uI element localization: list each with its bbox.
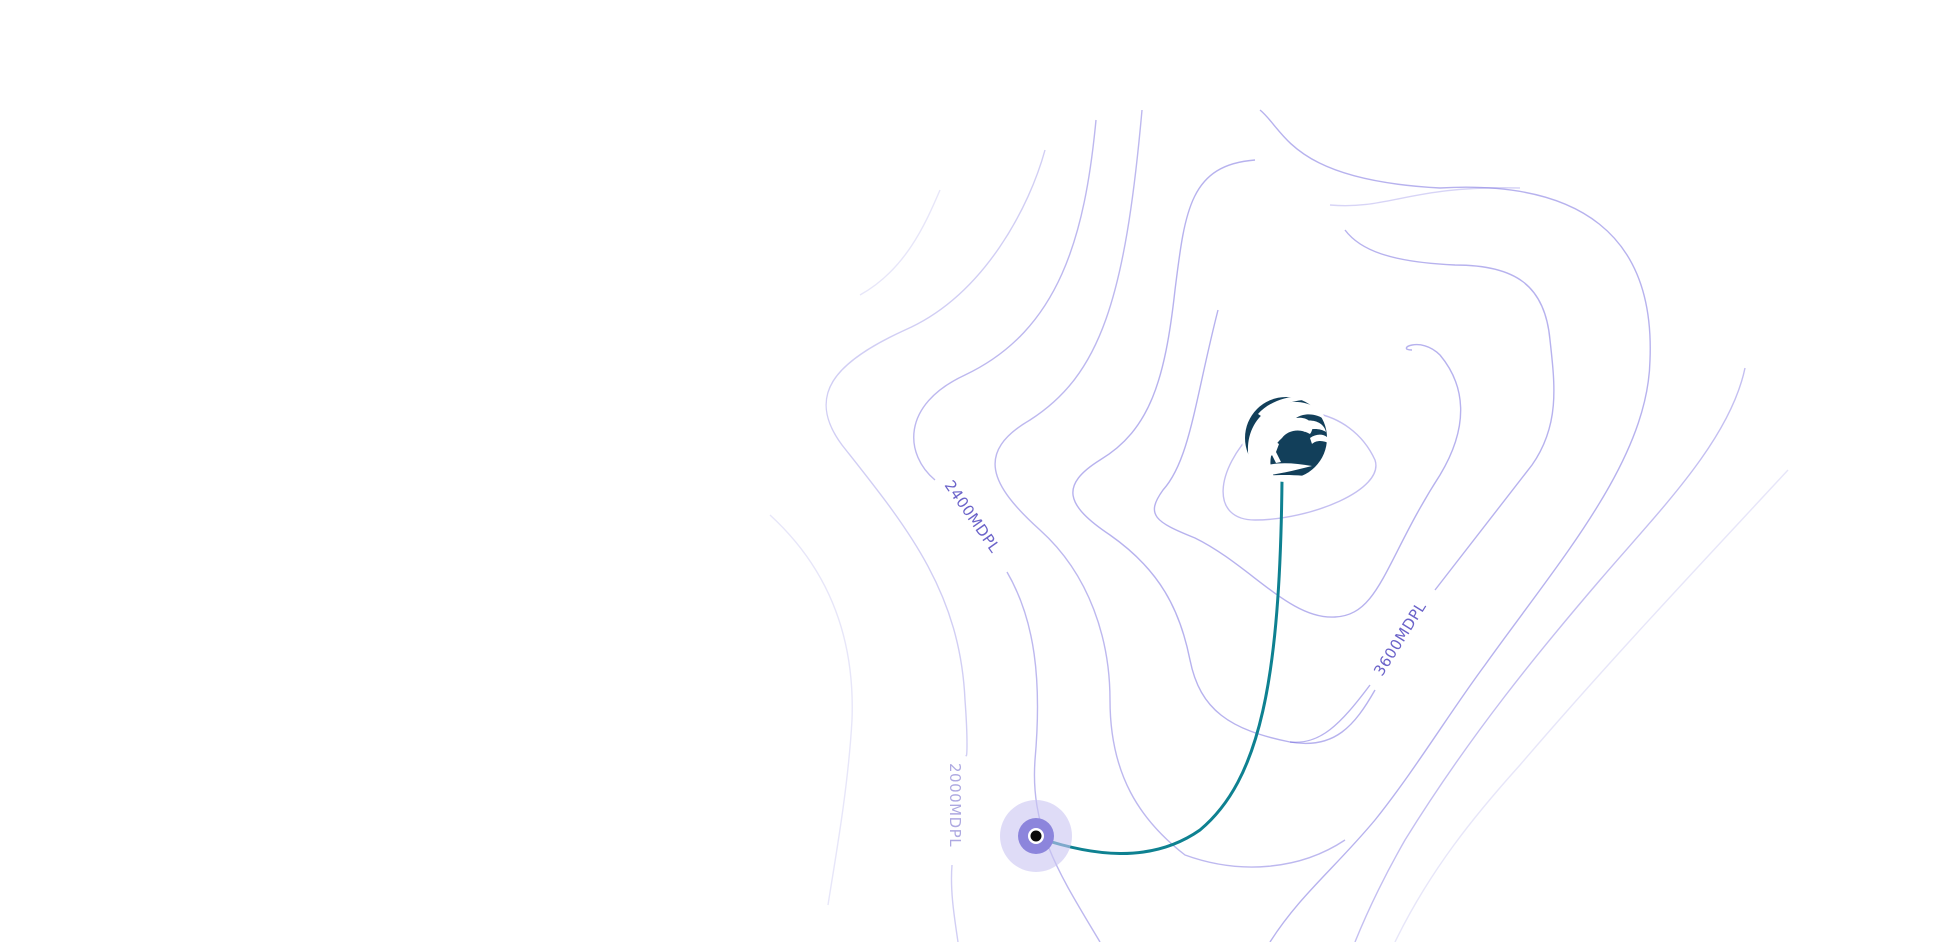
contour-line <box>1394 469 1789 942</box>
contour-line <box>1354 367 1746 942</box>
contour-line <box>859 189 941 296</box>
summit-marker[interactable] <box>1242 394 1330 482</box>
contour-label-2400: 2400MDPL <box>941 477 1004 556</box>
contour-line <box>994 109 1346 868</box>
contour-line-2000-lower <box>950 864 959 942</box>
start-marker[interactable] <box>1000 800 1072 872</box>
contour-labels: 2000MDPL 2400MDPL 3600MDPL <box>941 477 1430 847</box>
contour-line-3600 <box>1259 109 1651 942</box>
route-path <box>1037 478 1284 855</box>
contour-line-2000 <box>825 149 1046 757</box>
contour-line-2400-lower <box>1006 571 1101 942</box>
contour-line <box>769 514 853 906</box>
contour-line <box>1072 159 1376 745</box>
start-marker-core <box>1030 830 1042 842</box>
contour-label-3600: 3600MDPL <box>1370 598 1430 679</box>
contour-line <box>1329 187 1521 207</box>
contour-lines <box>769 109 1789 942</box>
contour-line-3600-lower <box>1289 684 1371 743</box>
contour-line <box>1153 309 1462 618</box>
wave-logo-icon <box>1247 396 1330 482</box>
contour-line-2400 <box>913 119 1097 481</box>
contour-label-2000: 2000MDPL <box>946 763 964 847</box>
contour-line-3600-upper <box>1344 229 1555 591</box>
